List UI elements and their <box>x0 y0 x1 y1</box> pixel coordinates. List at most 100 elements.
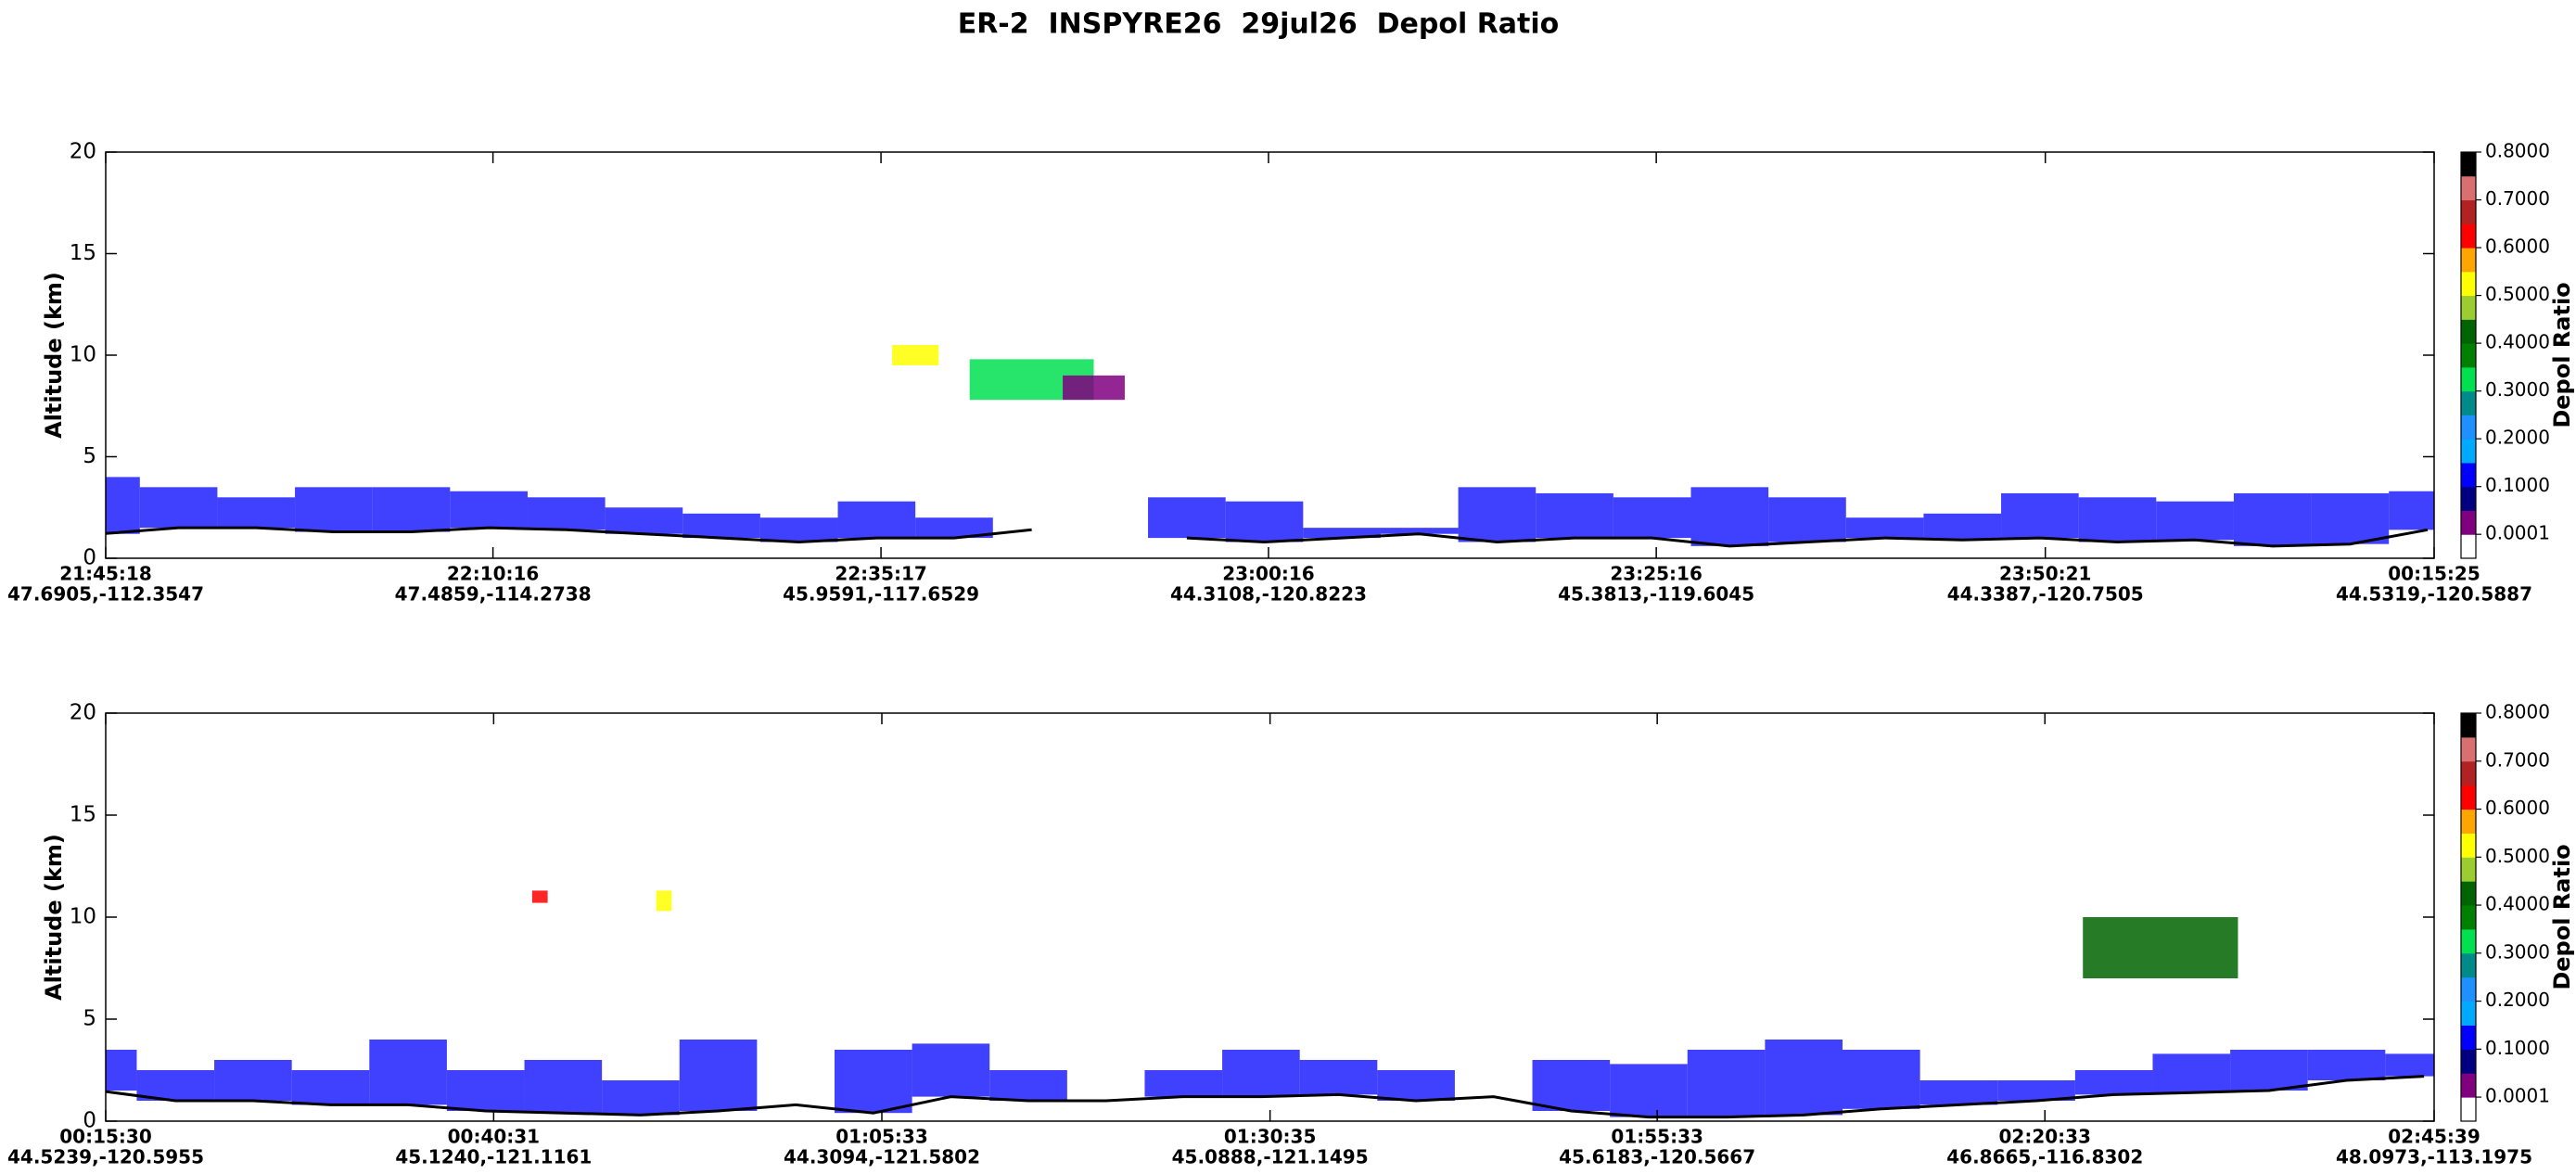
colorbar-band <box>2461 199 2476 224</box>
colorbar-tick-label: 0.3000 <box>2485 940 2550 963</box>
colorbar-tick-label: 0.7000 <box>2485 187 2550 210</box>
surface-line <box>106 526 2429 548</box>
cloud <box>1063 375 1125 401</box>
plot-area <box>106 345 2434 548</box>
aerosol-layer <box>2233 492 2312 546</box>
colorbar-tick-label: 0.1000 <box>2485 474 2550 496</box>
aerosol-layer <box>1765 1040 1843 1116</box>
x-tick-coords: 45.0888,-121.1495 <box>1172 1146 1369 1168</box>
colorbar-band <box>2461 319 2476 344</box>
colorbar-tick-label: 0.7000 <box>2485 748 2550 771</box>
colorbar-band <box>2461 713 2476 738</box>
colorbar-tick-label: 0.6000 <box>2485 797 2550 819</box>
x-tick-coords: 46.8665,-116.8302 <box>1946 1146 2143 1168</box>
aerosol-layer <box>1687 1050 1766 1117</box>
colorbar-band <box>2461 881 2476 906</box>
colorbar-band <box>2461 175 2476 201</box>
aerosol-layer <box>527 497 606 530</box>
aerosol-layer <box>446 1070 525 1111</box>
aerosol-layer <box>1458 487 1537 542</box>
aerosol-layer <box>602 1080 680 1116</box>
x-tick-time: 21:45:18 <box>59 563 152 585</box>
x-tick-time: 22:10:16 <box>447 563 540 585</box>
aerosol-layer <box>915 517 993 539</box>
colorbar-label: Depol Ratio <box>2549 282 2575 427</box>
x-tick-time: 23:50:21 <box>1999 563 2092 585</box>
aerosol-layer <box>2074 1070 2153 1095</box>
aerosol-layer <box>682 513 760 539</box>
x-tick-time: 23:00:16 <box>1222 563 1315 585</box>
colorbar-band <box>2461 510 2476 535</box>
x-tick-coords: 44.5239,-120.5955 <box>7 1146 204 1168</box>
aerosol-layer <box>1225 501 1304 542</box>
y-axis-label: Altitude (km) <box>41 272 67 439</box>
aerosol-layer <box>912 1043 990 1097</box>
colorbar-tick-label: 0.8000 <box>2485 140 2550 162</box>
x-tick-coords: 45.6183,-120.5667 <box>1559 1146 1755 1168</box>
aerosol-layer <box>989 1070 1067 1101</box>
y-tick-label: 20 <box>70 140 96 164</box>
colorbar-band <box>2461 952 2476 978</box>
colorbar-band <box>2461 439 2476 464</box>
aerosol-layer <box>136 1070 215 1101</box>
aerosol-layer <box>1919 1080 1998 1105</box>
aerosol-layer <box>2156 501 2234 541</box>
aerosol-layer <box>1923 513 2002 541</box>
colorbar-tick-label: 0.5000 <box>2485 283 2550 305</box>
aerosol-layer <box>106 1050 137 1091</box>
aerosol-layer <box>1845 517 1924 539</box>
colorbar-band <box>2461 1001 2476 1026</box>
x-tick-time: 01:55:33 <box>1611 1126 1703 1148</box>
x-tick-coords: 45.1240,-121.1161 <box>395 1146 592 1168</box>
colorbar-band <box>2461 857 2476 882</box>
colorbar-band <box>2461 295 2476 320</box>
colorbar-band <box>2461 462 2476 488</box>
colorbar-tick-label: 0.4000 <box>2485 331 2550 353</box>
colorbar-band <box>2461 809 2476 834</box>
y-tick-label: 15 <box>70 241 96 265</box>
x-tick-coords: 45.3813,-119.6045 <box>1558 583 1754 606</box>
plot-area <box>106 890 2434 1119</box>
colorbar-band <box>2461 366 2476 392</box>
colorbar-frame <box>2460 712 2477 1122</box>
aerosol-layer <box>2230 1050 2308 1091</box>
colorbar-band <box>2461 534 2476 559</box>
aerosol-layer <box>1690 487 1769 546</box>
colorbar-tick-label: 0.8000 <box>2485 701 2550 723</box>
aerosol-layer <box>605 507 683 534</box>
y-tick-label: 0 <box>83 1109 96 1133</box>
x-tick-coords: 48.0973,-113.1975 <box>2336 1146 2532 1168</box>
colorbar-tick-label: 0.0001 <box>2485 522 2550 544</box>
x-tick-coords: 47.4859,-114.2738 <box>395 583 592 606</box>
x-tick-time: 00:15:30 <box>59 1126 152 1148</box>
y-tick-label: 5 <box>83 444 96 468</box>
x-tick-time: 23:25:16 <box>1610 563 1702 585</box>
aerosol-layer <box>139 487 218 529</box>
x-tick-time: 01:30:35 <box>1224 1126 1317 1148</box>
y-tick-label: 20 <box>70 701 96 725</box>
y-tick-label: 5 <box>83 1007 96 1031</box>
x-tick-time: 02:20:33 <box>1998 1126 2091 1148</box>
colorbar-tick-label: 0.0001 <box>2485 1085 2550 1107</box>
y-tick-label: 15 <box>70 803 96 827</box>
x-tick-coords: 44.3387,-120.7505 <box>1947 583 2144 606</box>
aerosol-layer <box>450 491 528 529</box>
colorbar-band <box>2461 343 2476 368</box>
colorbar-band <box>2461 486 2476 511</box>
aerosol-layer <box>295 487 373 532</box>
aerosol-layer <box>369 1040 447 1105</box>
x-tick-time: 00:40:31 <box>448 1126 541 1148</box>
aerosol-layer <box>837 501 916 539</box>
colorbar-band <box>2461 1049 2476 1074</box>
aerosol-layer <box>214 1060 292 1101</box>
x-tick-time: 02:45:39 <box>2388 1126 2480 1148</box>
aerosol-layer <box>1299 1060 1378 1095</box>
aerosol-layer <box>1536 492 1613 539</box>
x-tick-coords: 44.3094,-121.5802 <box>784 1146 980 1168</box>
aerosol-layer <box>1610 1064 1688 1117</box>
colorbar-tick-label: 0.6000 <box>2485 236 2550 258</box>
cloud <box>2083 917 2238 978</box>
aerosol-layer <box>1768 497 1846 542</box>
x-tick-time: 00:15:25 <box>2388 563 2480 585</box>
x-tick-time: 22:35:17 <box>835 563 927 585</box>
